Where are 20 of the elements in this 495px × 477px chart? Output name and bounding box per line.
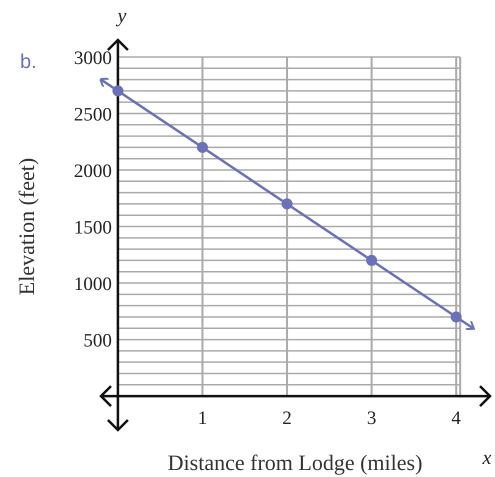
y-tick-label: 1000 — [74, 274, 112, 296]
text: b. — [20, 51, 37, 73]
text: x — [482, 447, 492, 469]
x-tick-label: 3 — [366, 408, 376, 430]
x-tick-label: 4 — [451, 408, 462, 430]
y-tick-label: 2000 — [74, 161, 112, 182]
point — [196, 142, 208, 153]
y-tick-label: 500 — [83, 330, 112, 352]
point — [112, 85, 124, 96]
y-tick-label: 3000 — [74, 48, 112, 69]
point — [450, 311, 462, 322]
x-tick-label: 1 — [198, 408, 208, 430]
x-tick-label: 2 — [282, 408, 292, 430]
x-axis-title: Distance from Lodge (miles) — [168, 450, 422, 475]
text: y — [116, 5, 127, 27]
y-tick-label: 2500 — [74, 104, 112, 126]
y-tick-label: 1500 — [74, 218, 112, 239]
point — [366, 254, 378, 266]
point — [282, 198, 293, 210]
y-axis-title: Elevation (feet) — [14, 158, 39, 296]
